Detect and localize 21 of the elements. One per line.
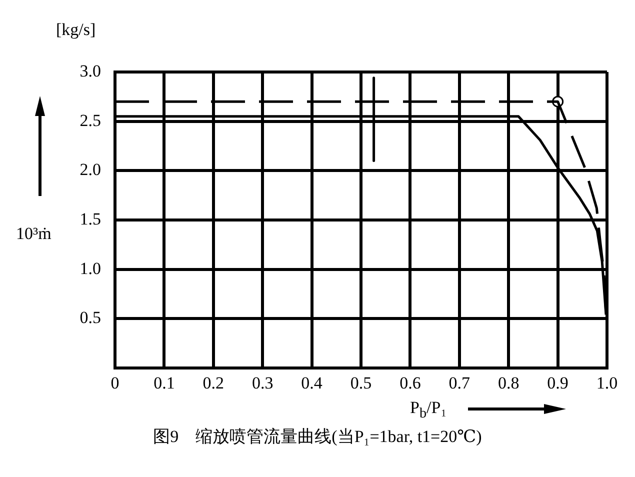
y-tick-label: 3.0 — [80, 61, 101, 80]
y-tick-label: 0.5 — [80, 308, 101, 328]
x-tick-label: 0.9 — [547, 374, 568, 393]
y-tick-label: 2.0 — [80, 160, 101, 180]
text: 图9 缩放喷管流量曲线(当P₁=1bar, t1=20℃) — [152, 426, 483, 448]
x-tick-label: 0 — [110, 374, 120, 393]
x-tick-label: 0.6 — [400, 374, 421, 393]
x-tick-label: 0.8 — [498, 374, 520, 393]
x-tick-label: 0.4 — [301, 374, 323, 393]
y-tick-label: 2.5 — [80, 110, 101, 130]
x-tick-label: 0.5 — [350, 374, 372, 393]
x-tick-label: 0.1 — [154, 374, 175, 393]
x-tick-label: 1.0 — [596, 374, 618, 393]
x-tick-label: 0.2 — [202, 374, 224, 393]
y-axis-title: 10³ṁ — [16, 224, 52, 244]
y-tick-label: 1.5 — [80, 209, 101, 228]
x-axis-title: P$_{b}$/P₁ — [410, 398, 447, 422]
x-tick-label: 0.3 — [252, 374, 274, 393]
y-tick-label: 1.0 — [80, 258, 101, 278]
text: [kg/s] — [56, 20, 96, 40]
x-tick-label: 0.7 — [448, 374, 471, 393]
